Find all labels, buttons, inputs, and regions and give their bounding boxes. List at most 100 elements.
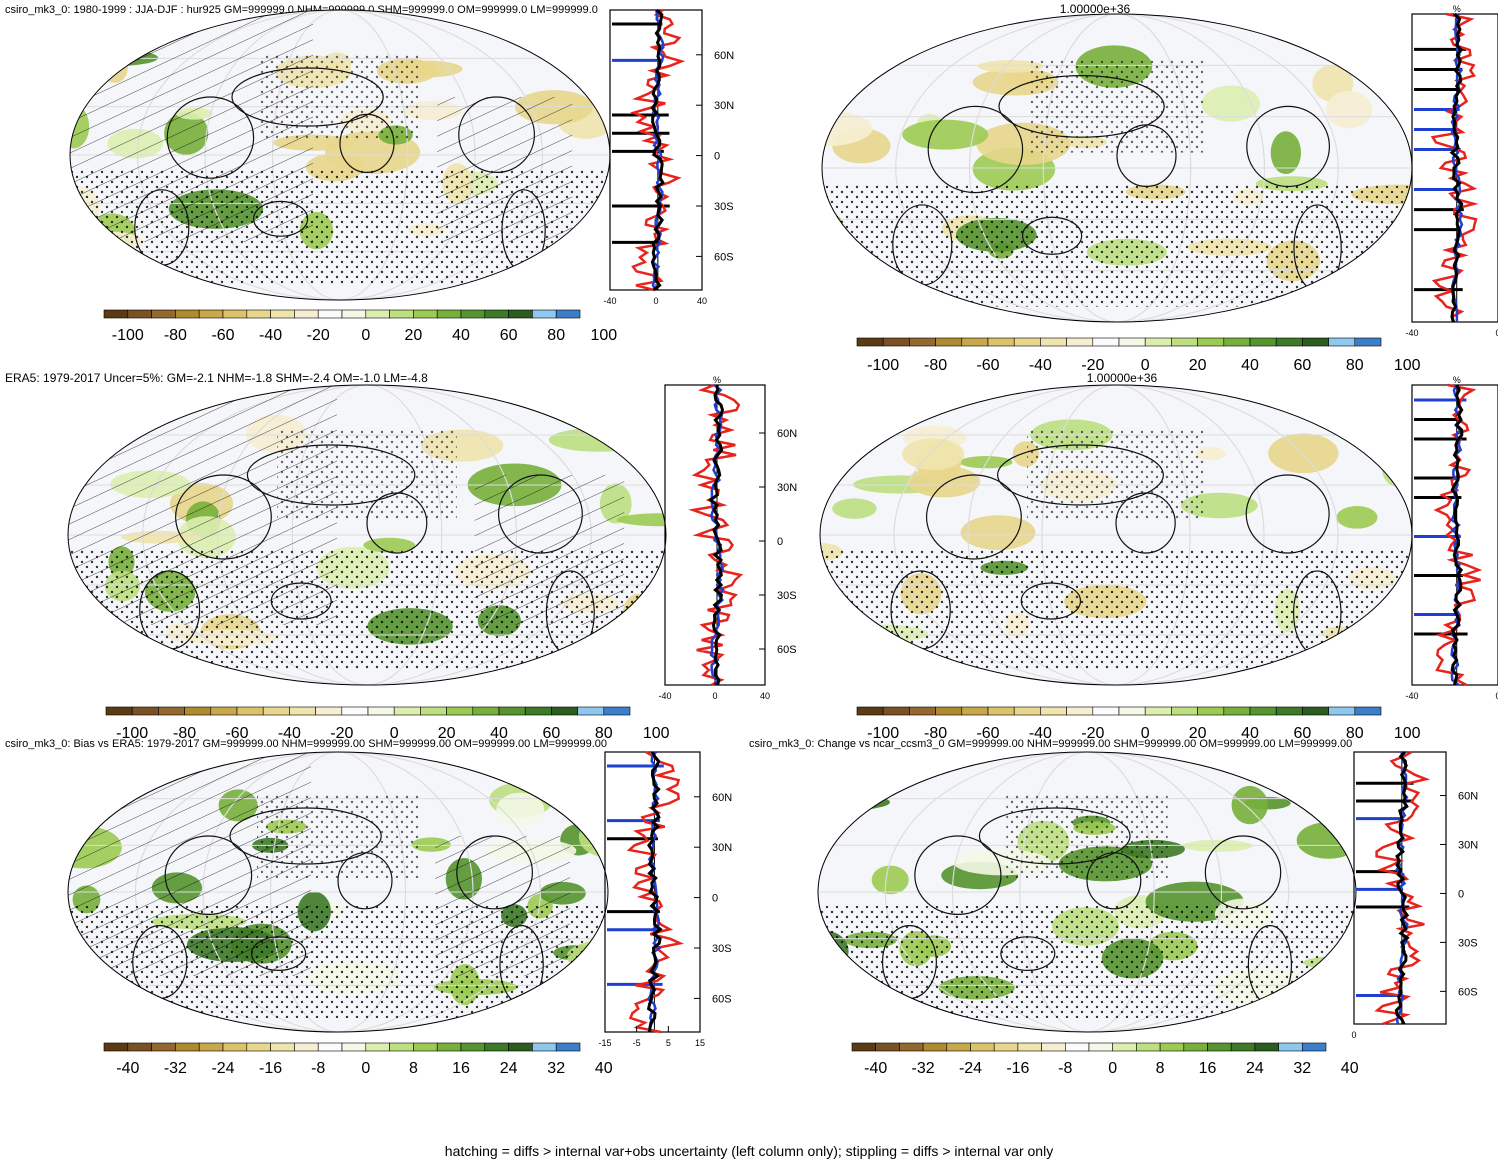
y-tick-label: 60S: [1458, 986, 1478, 998]
anomaly-region: [1231, 785, 1268, 825]
colorbar-label: 8: [1156, 1060, 1165, 1077]
colorbar-label: -100: [112, 327, 144, 344]
colorbar-swatch: [1171, 337, 1198, 347]
colorbar-label: 16: [1199, 1060, 1217, 1077]
colorbar-label: -20: [307, 327, 330, 344]
world-map: [68, 385, 666, 685]
colorbar-swatch: [532, 309, 557, 319]
colorbar-swatch: [198, 309, 224, 319]
colorbar-swatch: [1302, 337, 1329, 347]
colorbar-swatch: [899, 1042, 924, 1052]
colorbar-label: 40: [1341, 1060, 1359, 1077]
longitude-line: [895, 14, 1339, 322]
colorbar-label: 60: [1294, 357, 1312, 374]
colorbar-label: 100: [643, 725, 670, 742]
x-tick-label: 0: [1495, 328, 1498, 338]
colorbar-swatch: [289, 706, 316, 716]
colorbar-swatch: [367, 706, 395, 716]
colorbar-label: -40: [864, 1060, 887, 1077]
profile-line: [1450, 384, 1464, 686]
panel-title: 1.00000e+36: [1060, 2, 1131, 16]
coastline: [231, 67, 384, 127]
colorbar-label: 0: [361, 327, 370, 344]
colorbar-swatch: [151, 309, 176, 319]
x-tick-label: 40: [697, 296, 707, 306]
colorbar-label: -100: [867, 725, 899, 742]
colorbar-swatch: [436, 1042, 462, 1052]
colorbar-swatch: [413, 309, 438, 319]
colorbar-label: -80: [164, 327, 187, 344]
colorbar-label: 60: [1294, 725, 1312, 742]
world-map: [820, 385, 1412, 685]
colorbar-swatch: [131, 706, 159, 716]
colorbar-label: 80: [1346, 357, 1364, 374]
anomaly-region: [496, 792, 545, 828]
colorbar-swatch: [1013, 337, 1041, 347]
longitude-line: [1041, 385, 1191, 685]
anomaly-region: [1201, 85, 1261, 122]
stippling: [822, 183, 1412, 307]
x-tick-label: 40: [760, 691, 770, 701]
colorbar-swatch: [577, 706, 605, 716]
colorbar-swatch: [175, 309, 200, 319]
colorbar-swatch: [294, 309, 319, 319]
anomaly-region: [818, 793, 890, 811]
colorbar-label: 40: [490, 725, 508, 742]
colorbar-swatch: [1223, 706, 1251, 716]
percent-label: %: [1453, 375, 1461, 385]
y-tick-label: 30N: [712, 842, 732, 854]
colorbar-swatch: [856, 706, 884, 716]
coastline: [164, 835, 253, 916]
colorbar-swatch: [262, 706, 290, 716]
colorbar-swatch: [1066, 706, 1094, 716]
profile-frame: [1353, 751, 1447, 1025]
colorbar-swatch: [472, 706, 500, 716]
colorbar-swatch: [1092, 706, 1120, 716]
anomaly-region: [70, 620, 103, 633]
colorbar-swatch: [1017, 1042, 1042, 1052]
panel-4: 1.00000e+36% -40 0 -100 -80 -60 -40 -20 0 20 40 60 8…: [819, 371, 1498, 742]
anomaly-region: [578, 816, 608, 858]
anomaly-region: [977, 60, 1044, 73]
colorbar-swatch: [1183, 1042, 1208, 1052]
coastline: [166, 96, 255, 179]
profile-line: [1450, 384, 1463, 686]
colorbar-label: 0: [1108, 1060, 1117, 1077]
colorbar-label: -20: [1081, 725, 1104, 742]
colorbar-label: -80: [924, 725, 947, 742]
colorbar-swatch: [1354, 337, 1382, 347]
anomaly-region: [623, 423, 666, 441]
coastline: [978, 807, 1131, 865]
colorbar-swatch: [484, 1042, 509, 1052]
longitude-line: [1019, 752, 1155, 1032]
coastline: [270, 582, 332, 620]
map-border: [67, 384, 667, 686]
colorbar-swatch: [987, 706, 1015, 716]
colorbar-swatch: [413, 1042, 438, 1052]
y-tick-label: 60S: [777, 644, 797, 656]
colorbar-swatch: [882, 706, 910, 716]
colorbar-label: -40: [1029, 357, 1052, 374]
colorbar-label: -8: [311, 1060, 325, 1077]
colorbar-swatch: [1040, 337, 1067, 347]
colorbar-label: -40: [116, 1060, 139, 1077]
colorbar-label: -8: [1058, 1060, 1072, 1077]
colorbar-label: 100: [1394, 725, 1421, 742]
longitude-line: [967, 385, 1265, 685]
stippling: [1028, 60, 1206, 153]
colorbar: -100 -80 -60 -40 -20 0 20 40 60 80 100: [856, 337, 1421, 374]
colorbar-swatch: [484, 309, 509, 319]
hatching: [70, 10, 313, 242]
colorbar-swatch: [1013, 706, 1041, 716]
hatching: [437, 97, 573, 242]
panel-2: 1.00000e+36% -40 0 -100 -80 -60 -40 -20 0 20 40 60 8…: [821, 2, 1498, 374]
colorbar-swatch: [498, 706, 526, 716]
colorbar-swatch: [1302, 1042, 1327, 1052]
colorbar: -100 -80 -60 -40 -20 0 20 40 60 80 100: [105, 706, 670, 742]
colorbar-swatch: [970, 1042, 995, 1052]
coastline: [925, 474, 1022, 560]
colorbar-label: -100: [116, 725, 148, 742]
colorbar-swatch: [1254, 1042, 1279, 1052]
colorbar-swatch: [1207, 1042, 1232, 1052]
coastline: [458, 96, 536, 174]
